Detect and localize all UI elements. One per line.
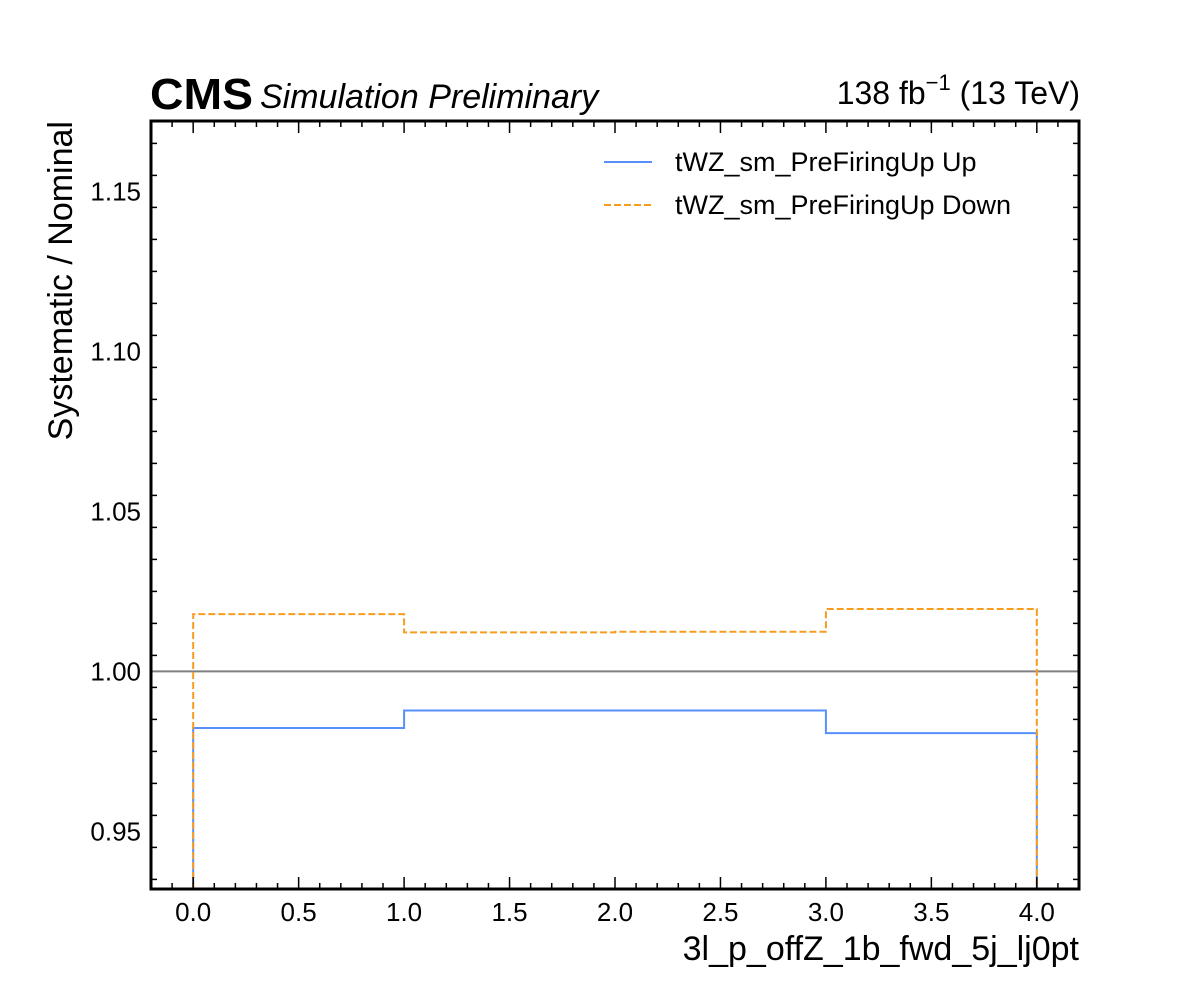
x-tick-label: 3.0 (808, 897, 844, 927)
lumi-value: 138 fb (837, 75, 926, 111)
x-tick-label: 1.0 (386, 897, 422, 927)
series-line-1 (192, 709, 1038, 889)
status-label: Simulation Preliminary (260, 78, 600, 116)
chart-header: CMS Simulation Preliminary 138 fb−1 (13 … (150, 70, 1080, 119)
x-tick-label: 1.5 (491, 897, 527, 927)
y-tick-label: 1.10 (90, 336, 141, 366)
legend-label-2: tWZ_sm_PreFiringUp Down (675, 190, 1011, 220)
lumi-exponent: −1 (926, 70, 951, 95)
y-tick-label: 1.15 (90, 176, 141, 206)
x-tick-label: 2.5 (702, 897, 738, 927)
y-axis-title: Systematic / Nominal (42, 121, 80, 440)
legend: tWZ_sm_PreFiringUp Up tWZ_sm_PreFiringUp … (604, 147, 1011, 220)
x-tick-label: 0.0 (175, 897, 211, 927)
y-tick-label: 1.00 (90, 656, 141, 686)
experiment-label: CMS (150, 70, 253, 119)
energy-label: (13 TeV) (951, 75, 1080, 111)
x-tick-label: 0.5 (281, 897, 317, 927)
x-tick-label: 4.0 (1019, 897, 1055, 927)
x-tick-labels: 0.0 0.5 1.0 1.5 2.0 2.5 3.0 3.5 4.0 (175, 897, 1055, 927)
x-tick-label: 2.0 (597, 897, 633, 927)
data-series (192, 608, 1038, 889)
y-tick-labels: 0.95 1.00 1.05 1.10 1.15 (90, 176, 141, 846)
y-tick-label: 0.95 (90, 816, 141, 846)
series-line-2 (192, 608, 1038, 889)
plot-frame (149, 119, 1081, 891)
x-axis-title: 3l_p_offZ_1b_fwd_5j_lj0pt (683, 930, 1080, 968)
legend-label-1: tWZ_sm_PreFiringUp Up (675, 147, 977, 177)
luminosity-label: 138 fb−1 (13 TeV) (837, 70, 1080, 111)
x-tick-label: 3.5 (913, 897, 949, 927)
axis-ticks (151, 121, 1079, 889)
y-tick-label: 1.05 (90, 496, 141, 526)
